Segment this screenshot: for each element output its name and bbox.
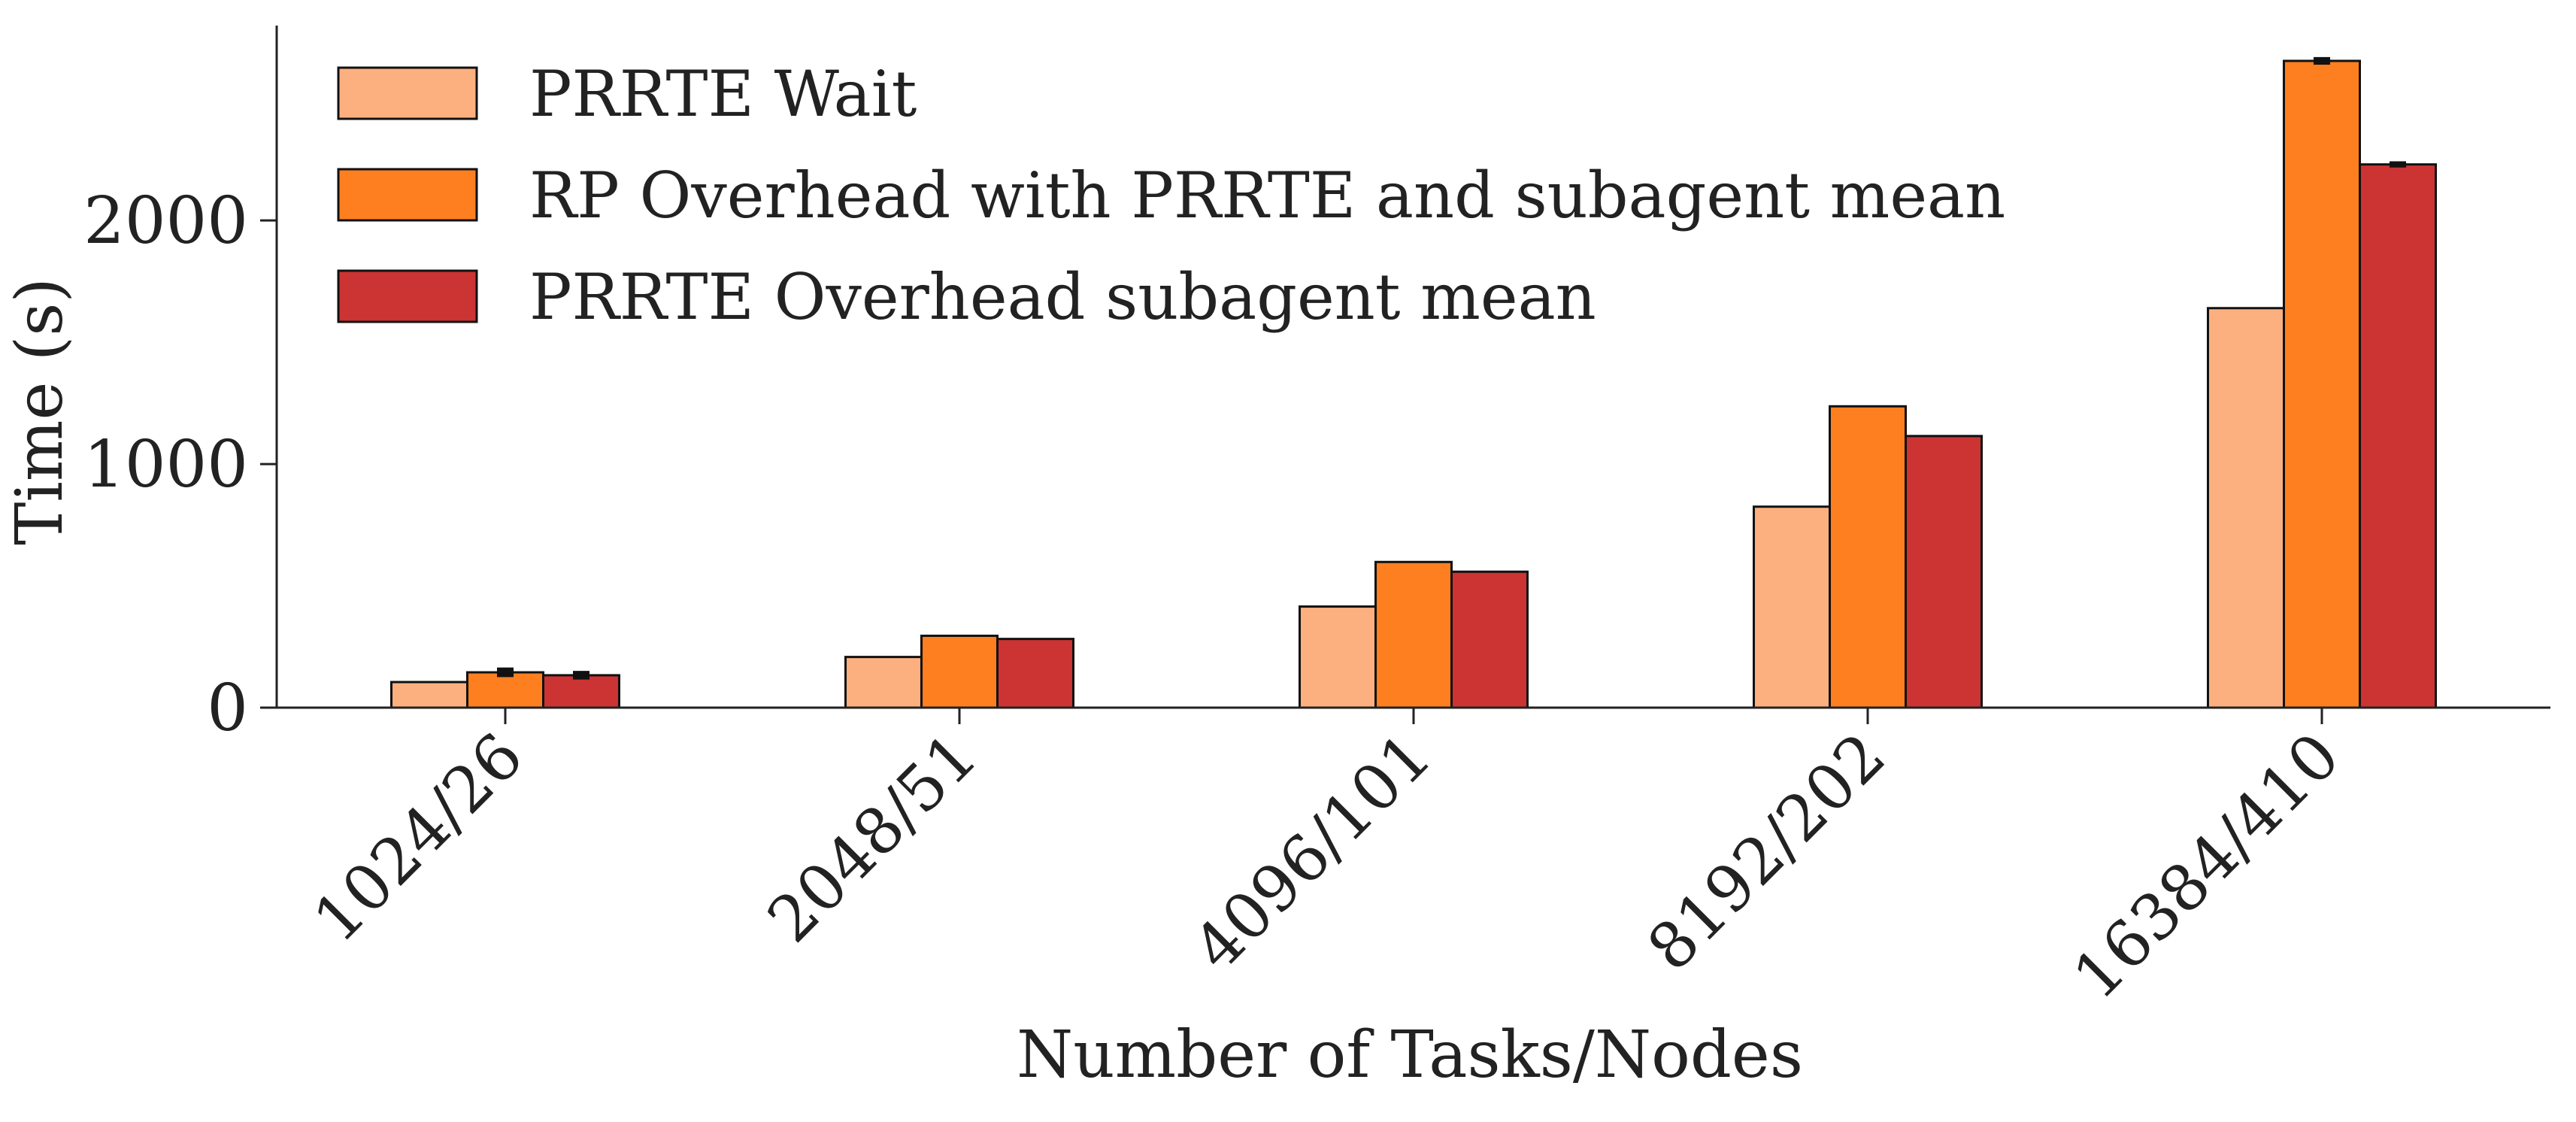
bar-4-2 <box>2359 163 2437 709</box>
bar-3-2 <box>1905 435 1983 709</box>
bar-1-1 <box>920 634 999 709</box>
x-tick-label: 16384/410 <box>2059 719 2354 1014</box>
legend: PRRTE Wait RP Overhead with PRRTE and sub… <box>337 57 2005 334</box>
x-tick-label: 1024/26 <box>299 719 537 957</box>
bar-0-1 <box>466 671 544 709</box>
x-tick-label: 2048/51 <box>753 719 991 957</box>
legend-swatch <box>337 66 478 120</box>
legend-swatch <box>337 269 478 323</box>
bar-2-2 <box>1450 570 1529 709</box>
y-tick-label: 2000 <box>83 183 248 259</box>
x-tick-label: 8192/202 <box>1633 719 1899 985</box>
bar-1-2 <box>996 638 1074 709</box>
legend-label: RP Overhead with PRRTE and subagent mean <box>529 159 2005 232</box>
bar-0-0 <box>390 681 468 709</box>
bar-3-0 <box>1753 505 1831 709</box>
y-ticks: 0 1000 2000 <box>83 183 277 746</box>
x-axis-label: Number of Tasks/Nodes <box>1017 1017 1803 1093</box>
legend-label: PRRTE Wait <box>529 57 917 131</box>
legend-label: PRRTE Overhead subagent mean <box>529 260 1596 334</box>
plot-marks <box>390 56 2437 709</box>
bar-2-0 <box>1299 605 1377 709</box>
bar-2-1 <box>1374 560 1453 709</box>
y-tick-label: 0 <box>207 671 248 746</box>
bar-0-2 <box>542 674 620 709</box>
legend-swatch <box>337 168 478 222</box>
y-axis-label: Time (s) <box>2 277 77 545</box>
bar-1-0 <box>844 656 923 709</box>
bar-4-0 <box>2207 307 2285 709</box>
x-tick-label: 4096/101 <box>1179 719 1445 985</box>
y-tick-label: 1000 <box>83 427 248 502</box>
x-ticks: 1024/26 2048/51 4096/101 8192/202 16384/410 <box>299 708 2353 1013</box>
bar-3-1 <box>1829 405 1907 709</box>
bar-4-1 <box>2283 59 2361 709</box>
